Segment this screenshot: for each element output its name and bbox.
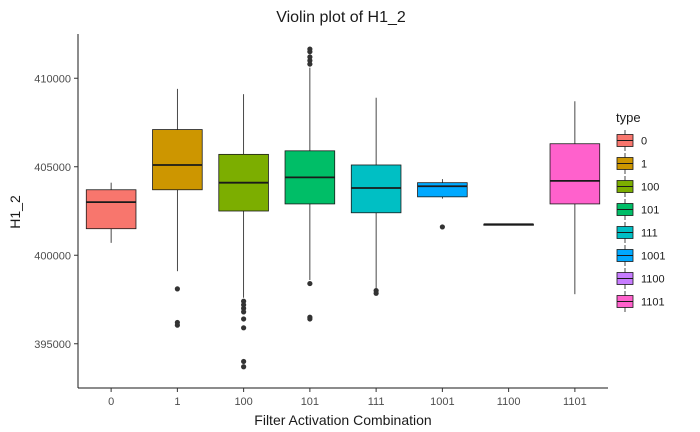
box-group-1: [153, 89, 203, 328]
x-tick-label: 1100: [497, 396, 521, 408]
x-tick-label: 100: [234, 396, 252, 408]
boxes-layer: [86, 46, 599, 369]
box-group-111: [351, 98, 401, 296]
legend-item-1001: 1001: [617, 245, 665, 266]
y-tick-label: 400000: [34, 250, 71, 262]
box-iqr: [550, 144, 600, 204]
y-axis-ticks: 395000 400000 405000 410000: [34, 73, 78, 351]
chart-title: Violin plot of H1_2: [276, 9, 406, 26]
x-tick-label: 1101: [563, 396, 587, 408]
box-iqr: [418, 183, 468, 197]
box-group-1101: [550, 101, 600, 294]
outlier-point: [175, 323, 180, 328]
outlier-point: [307, 54, 312, 59]
legend-label: 100: [641, 182, 659, 194]
outlier-point: [307, 281, 312, 286]
box-iqr: [153, 130, 203, 190]
legend-label: 111: [641, 228, 658, 240]
box-group-1001: [418, 179, 468, 229]
legend-label: 1001: [641, 251, 665, 263]
legend-label: 1: [641, 159, 647, 171]
legend-label: 101: [641, 205, 659, 217]
legend-item-1: 1: [617, 153, 647, 174]
outlier-point: [241, 309, 246, 314]
legend-label: 1101: [641, 297, 665, 309]
outlier-point: [241, 364, 246, 369]
y-tick-label: 410000: [34, 73, 71, 85]
x-tick-label: 1: [174, 396, 180, 408]
x-tick-label: 0: [108, 396, 114, 408]
outlier-point: [374, 291, 379, 296]
box-group-1100: [484, 224, 534, 225]
y-tick-label: 405000: [34, 162, 71, 174]
x-tick-label: 1001: [430, 396, 454, 408]
legend-label: 1100: [641, 274, 665, 286]
outlier-point: [241, 316, 246, 321]
legend-item-1101: 1101: [617, 291, 665, 312]
box-group-0: [86, 183, 136, 243]
x-tick-label: 101: [301, 396, 319, 408]
x-axis-ticks: 0 1 100 101 111 1001 1100 1101: [108, 388, 587, 408]
legend-item-0: 0: [617, 130, 647, 151]
outlier-point: [307, 46, 312, 51]
x-tick-label: 111: [368, 396, 385, 408]
outlier-point: [440, 224, 445, 229]
outlier-point: [175, 286, 180, 291]
box-iqr: [86, 190, 136, 229]
legend-item-100: 100: [617, 176, 659, 197]
legend-item-101: 101: [617, 199, 659, 220]
y-axis-title: H1_2: [7, 195, 23, 229]
legend-title: type: [616, 110, 641, 125]
legend-item-1100: 1100: [617, 268, 665, 289]
x-axis-title: Filter Activation Combination: [254, 412, 431, 428]
box-group-100: [219, 94, 269, 369]
outlier-point: [307, 316, 312, 321]
legend-label: 0: [641, 136, 647, 148]
outlier-point: [241, 359, 246, 364]
outlier-point: [241, 325, 246, 330]
y-tick-label: 395000: [34, 339, 71, 351]
legend-item-111: 111: [617, 222, 658, 243]
box-group-101: [285, 46, 335, 321]
